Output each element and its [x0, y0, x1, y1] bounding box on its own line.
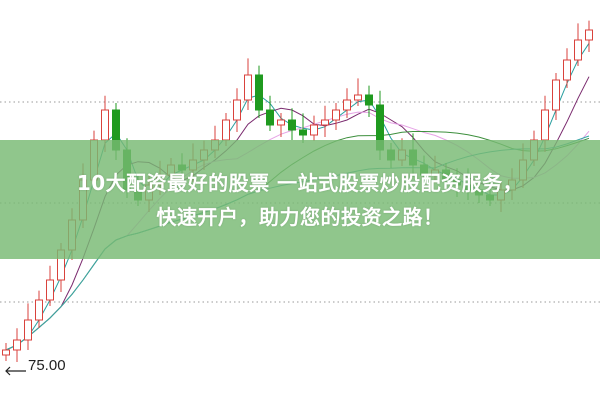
candle — [552, 73, 560, 120]
candle — [321, 105, 329, 137]
price-marker-label: 75.00 — [28, 357, 66, 374]
candle — [299, 113, 307, 143]
banner-line-1: 10大配资最好的股票 一站式股票炒股配资服务， — [76, 170, 524, 195]
candle — [585, 20, 593, 52]
candle-body — [541, 109, 549, 141]
candle-body — [24, 319, 32, 341]
candle-body — [35, 299, 43, 321]
candle — [233, 88, 241, 132]
candle-body — [277, 119, 285, 126]
candle-body — [13, 339, 21, 351]
candle-body — [266, 109, 274, 126]
candle-body — [233, 99, 241, 121]
candle-body — [563, 59, 571, 81]
candle — [277, 113, 285, 137]
candle-body — [101, 109, 109, 141]
candle-body — [222, 119, 230, 141]
candle — [266, 95, 274, 131]
candle — [24, 303, 32, 350]
candle-body — [46, 279, 54, 301]
ad-banner[interactable]: 10大配资最好的股票 一站式股票炒股配资服务， 快速开户，助力您的投资之路！ — [0, 140, 600, 259]
candle-body — [255, 74, 263, 111]
candle — [288, 108, 296, 140]
candle-body — [585, 29, 593, 41]
candle-body — [288, 119, 296, 131]
banner-line-2: 快速开户，助力您的投资之路！ — [156, 204, 444, 229]
candle-body — [343, 99, 351, 111]
candle — [255, 65, 263, 118]
candle — [2, 343, 10, 361]
candle-body — [365, 94, 373, 106]
candle-body — [299, 129, 307, 136]
candle — [46, 265, 54, 306]
candle — [244, 58, 252, 110]
candle-body — [2, 349, 10, 356]
candle-body — [310, 124, 318, 136]
candle — [574, 23, 582, 66]
candle-body — [244, 74, 252, 101]
candle-body — [332, 109, 340, 121]
candle-body — [321, 119, 329, 126]
candle-body — [574, 39, 582, 61]
candle — [343, 88, 351, 118]
candle-body — [552, 79, 560, 111]
candle — [310, 115, 318, 141]
candle-body — [354, 94, 362, 101]
candle — [35, 290, 43, 328]
price-marker-arrow — [5, 366, 26, 376]
candle — [563, 48, 571, 88]
candle — [354, 78, 362, 106]
candle — [332, 103, 340, 130]
candle — [365, 85, 373, 117]
candle — [13, 328, 21, 362]
